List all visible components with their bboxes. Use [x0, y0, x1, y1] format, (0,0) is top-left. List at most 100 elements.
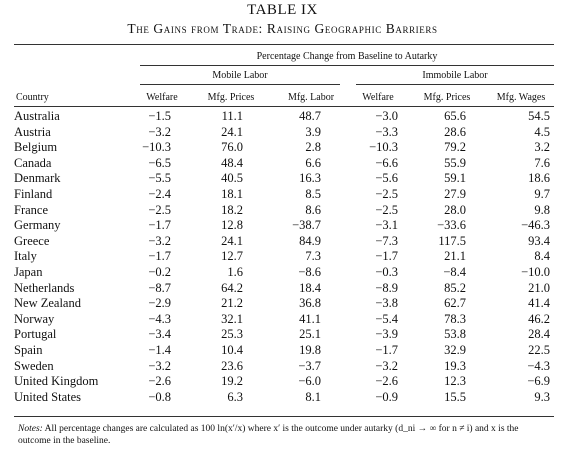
table-row: Italy −1.7 12.7 7.3 −1.7 21.1 8.4 — [14, 249, 554, 265]
value-cell: −2.5 — [148, 202, 171, 217]
value-cell: 19.3 — [444, 358, 466, 373]
table-row: Japan −0.2 1.6 −8.6 −0.3 −8.4 −10.0 — [14, 265, 554, 281]
country-cell: Finland — [14, 186, 53, 201]
value-cell: 25.1 — [299, 327, 321, 342]
value-cell: 7.3 — [305, 249, 321, 264]
value-cell: −33.6 — [437, 218, 466, 233]
value-cell: 9.7 — [534, 186, 550, 201]
value-cell: −5.5 — [148, 171, 171, 186]
country-cell: Austria — [14, 124, 51, 139]
value-cell: −46.3 — [521, 218, 550, 233]
col-header-country: Country — [16, 92, 49, 103]
value-cell: −3.3 — [375, 124, 398, 139]
value-cell: 18.2 — [221, 202, 243, 217]
country-cell: Germany — [14, 218, 61, 233]
group-header-immobile: Immobile Labor — [422, 70, 488, 81]
country-cell: Italy — [14, 249, 37, 264]
value-cell: 78.3 — [444, 311, 466, 326]
value-cell: 48.7 — [299, 109, 321, 123]
value-cell: 3.9 — [305, 124, 321, 139]
value-cell: −6.9 — [527, 374, 550, 389]
value-cell: 28.4 — [528, 327, 550, 342]
value-cell: 8.5 — [305, 186, 321, 201]
value-cell: 1.6 — [227, 264, 243, 279]
group-rule-mobile — [140, 84, 340, 85]
value-cell: 19.8 — [299, 342, 321, 357]
value-cell: −6.5 — [148, 155, 171, 170]
value-cell: −3.7 — [298, 358, 321, 373]
value-cell: 12.8 — [221, 218, 243, 233]
value-cell: 22.5 — [528, 342, 550, 357]
value-cell: −1.5 — [148, 109, 171, 123]
spanner-header: Percentage Change from Baseline to Autar… — [256, 51, 438, 62]
value-cell: 4.5 — [534, 124, 550, 139]
value-cell: 62.7 — [444, 296, 466, 311]
value-cell: 84.9 — [299, 233, 321, 248]
value-cell: 64.2 — [221, 280, 243, 295]
country-cell: Sweden — [14, 358, 54, 373]
col-header-mfg-prices-immobile: Mfg. Prices — [423, 92, 471, 103]
group-rule-immobile — [356, 84, 554, 85]
value-cell: −0.2 — [148, 264, 171, 279]
value-cell: −8.7 — [148, 280, 171, 295]
col-header-mfg-wages: Mfg. Wages — [496, 92, 546, 103]
value-cell: 48.4 — [221, 155, 243, 170]
value-cell: −1.7 — [375, 249, 398, 264]
value-cell: −5.4 — [375, 311, 398, 326]
value-cell: 36.8 — [299, 296, 321, 311]
value-cell: −0.8 — [148, 389, 171, 404]
value-cell: −0.3 — [375, 264, 398, 279]
value-cell: −5.6 — [375, 171, 398, 186]
value-cell: 76.0 — [221, 140, 243, 155]
value-cell: 24.1 — [221, 233, 243, 248]
value-cell: 23.6 — [221, 358, 243, 373]
col-header-welfare-mobile: Welfare — [146, 92, 178, 103]
value-cell: 85.2 — [444, 280, 466, 295]
table-row: Greece −3.2 24.1 84.9 −7.3 117.5 93.4 — [14, 234, 554, 250]
notes-label: Notes: — [18, 424, 43, 434]
value-cell: 28.0 — [444, 202, 466, 217]
value-cell: −3.2 — [148, 124, 171, 139]
table-row: Austria −3.2 24.1 3.9 −3.3 28.6 4.5 — [14, 125, 554, 141]
value-cell: −3.4 — [148, 327, 171, 342]
value-cell: −4.3 — [527, 358, 550, 373]
value-cell: 79.2 — [444, 140, 466, 155]
header-rule — [14, 106, 554, 107]
value-cell: 11.1 — [221, 109, 243, 123]
value-cell: 8.1 — [305, 389, 321, 404]
value-cell: 53.8 — [444, 327, 466, 342]
value-cell: 8.4 — [534, 249, 550, 264]
value-cell: 59.1 — [444, 171, 466, 186]
col-header-welfare-immobile: Welfare — [362, 92, 394, 103]
value-cell: −2.5 — [375, 202, 398, 217]
country-cell: Greece — [14, 233, 50, 248]
table-row: France −2.5 18.2 8.6 −2.5 28.0 9.8 — [14, 203, 554, 219]
table-row: Australia −1.5 11.1 48.7 −3.0 65.6 54.5 — [14, 109, 554, 125]
value-cell: −38.7 — [292, 218, 321, 233]
country-cell: Belgium — [14, 140, 58, 155]
value-cell: −3.0 — [375, 109, 398, 123]
value-cell: 24.1 — [221, 124, 243, 139]
top-rule — [14, 44, 554, 45]
value-cell: 25.3 — [221, 327, 243, 342]
table-row: Denmark −5.5 40.5 16.3 −5.6 59.1 18.6 — [14, 171, 554, 187]
col-header-mfg-prices-mobile: Mfg. Prices — [207, 92, 255, 103]
value-cell: 65.6 — [444, 109, 466, 123]
value-cell: 54.5 — [528, 109, 550, 123]
table-body: Australia −1.5 11.1 48.7 −3.0 65.6 54.5 Austria… — [14, 109, 554, 405]
value-cell: 55.9 — [444, 155, 466, 170]
country-cell: Spain — [14, 342, 43, 357]
value-cell: 12.7 — [221, 249, 243, 264]
value-cell: −1.7 — [148, 249, 171, 264]
table-subtitle: The Gains from Trade: Raising Geographic… — [127, 21, 438, 36]
value-cell: −1.4 — [148, 342, 171, 357]
spanner-rule — [140, 65, 554, 66]
table-row: Belgium −10.3 76.0 2.8 −10.3 79.2 3.2 — [14, 140, 554, 156]
data-table: Australia −1.5 11.1 48.7 −3.0 65.6 54.5 Austria… — [14, 109, 554, 405]
value-cell: 18.1 — [221, 186, 243, 201]
value-cell: −7.3 — [375, 233, 398, 248]
country-cell: Denmark — [14, 171, 61, 186]
value-cell: −2.5 — [375, 186, 398, 201]
value-cell: 32.9 — [444, 342, 466, 357]
value-cell: 9.3 — [534, 389, 550, 404]
